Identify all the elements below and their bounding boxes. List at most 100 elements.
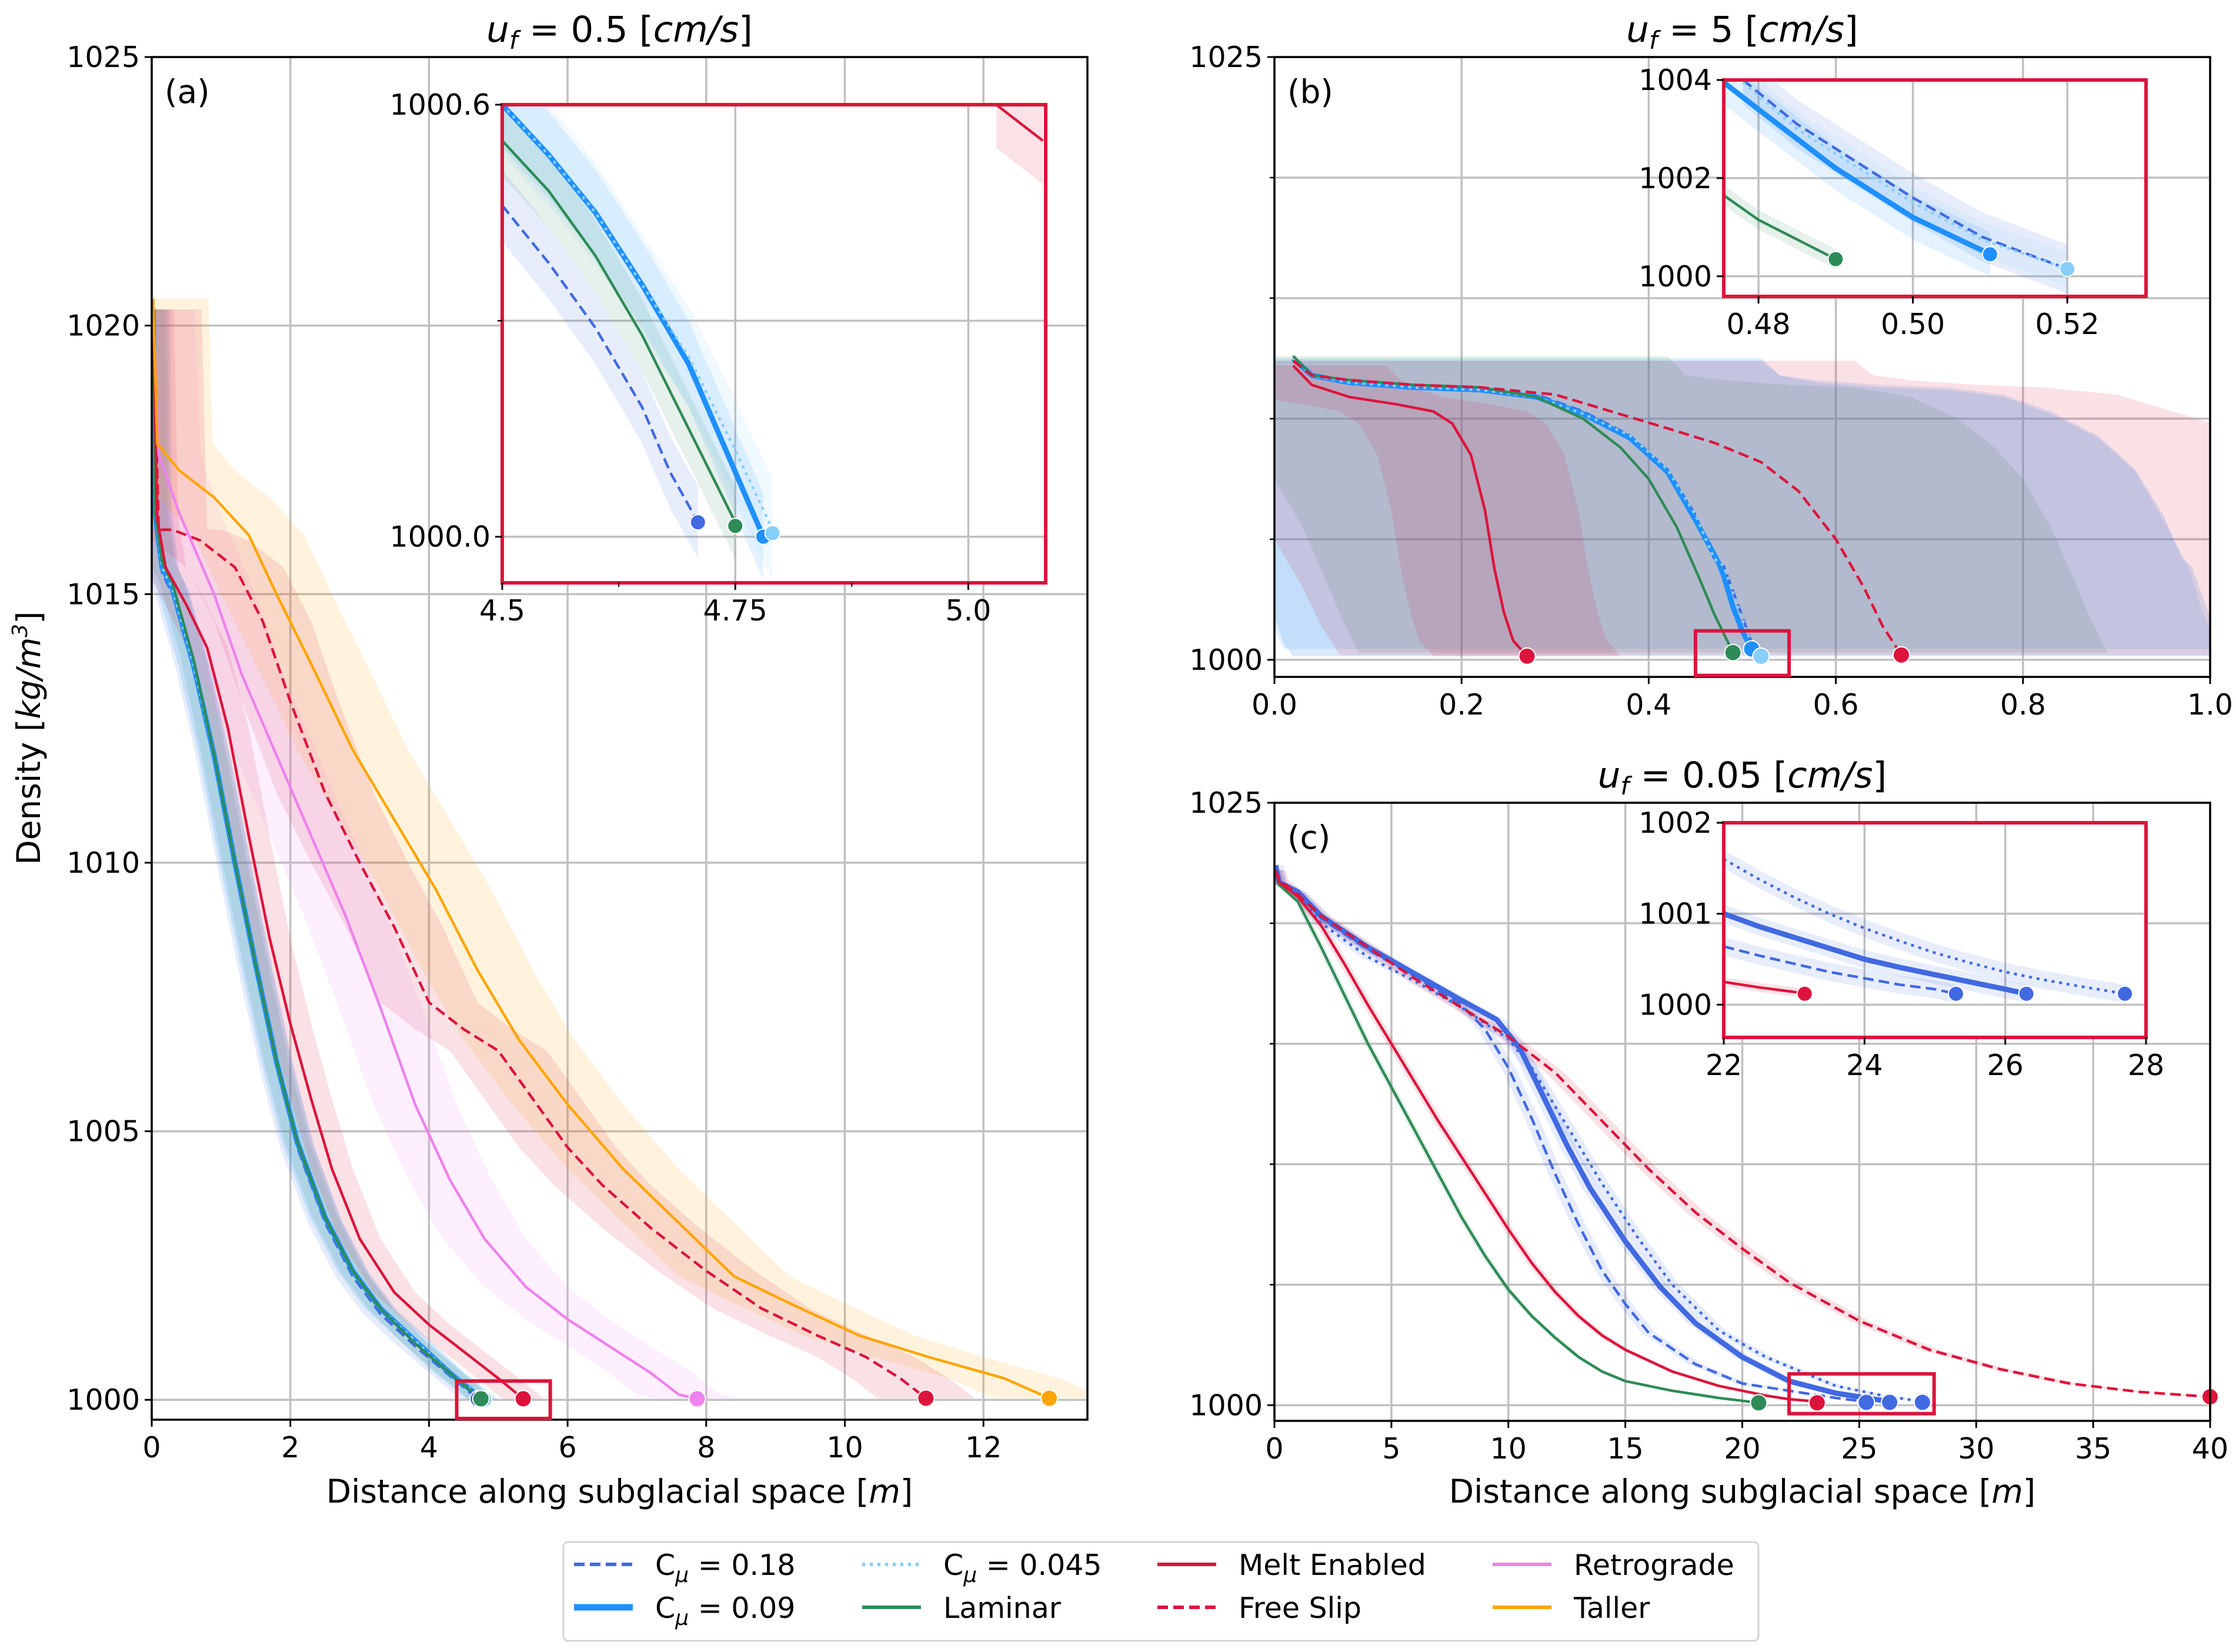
endpoint-marker-laminar bbox=[1827, 251, 1844, 268]
line-laminar bbox=[1724, 194, 1837, 261]
line-c-mu-0-18 bbox=[1274, 870, 1867, 1403]
plot-area bbox=[1724, 80, 2068, 271]
panel-b: 0.0 0.2 0.4 0.6 0.8 1.0 1000 1025 (b) uf = 5 [cm/… bbox=[1189, 9, 2233, 722]
plot-area bbox=[1274, 355, 2210, 658]
band-c-mu-0-09 bbox=[1274, 358, 2210, 649]
line-laminar bbox=[1274, 870, 1759, 1404]
inset-band-c-mu-0-045 bbox=[1724, 850, 2125, 1003]
band-laminar bbox=[152, 309, 494, 1400]
line-c-mu-0-09 bbox=[1724, 80, 1991, 257]
line-retrograde bbox=[152, 309, 698, 1400]
endpoint-marker-melt-enabled bbox=[1518, 647, 1536, 665]
x-tick-label: 10 bbox=[826, 1431, 863, 1464]
legend-frame bbox=[562, 1541, 1760, 1642]
endpoint-marker-c-mu-0-18 bbox=[689, 514, 706, 531]
inset-band-laminar bbox=[1724, 185, 1836, 269]
y-tick-label: 1025 bbox=[1189, 786, 1263, 820]
endpoint-marker-taller bbox=[1040, 1389, 1059, 1407]
y-tick-label: 1000 bbox=[66, 1383, 140, 1417]
zoom-region-box bbox=[455, 1379, 552, 1421]
y-tick-label: 1025 bbox=[66, 41, 140, 74]
line-melt-enabled bbox=[1292, 365, 1529, 658]
x-tick-label: 12 bbox=[965, 1431, 1002, 1464]
band-free-slip bbox=[152, 309, 975, 1399]
endpoint-marker-c-mu-0-045 bbox=[2059, 261, 2076, 278]
title-var: u bbox=[1598, 755, 1621, 796]
endpoint-marker-c-mu-0-045 bbox=[1913, 1393, 1931, 1411]
legend-label: Cμ = 0.045 bbox=[943, 1548, 1102, 1587]
x-tick-label: 22 bbox=[1706, 1049, 1742, 1082]
legend-item-c-0-18: Cμ = 0.18 bbox=[574, 1548, 795, 1587]
title-close: ] bbox=[1873, 755, 1887, 796]
x-tick-label: 0 bbox=[1265, 1432, 1283, 1466]
inset-band-c-mu-0-09 bbox=[502, 105, 763, 580]
y-tick-label: 1010 bbox=[66, 846, 140, 880]
x-tick-label: 25 bbox=[1841, 1432, 1877, 1466]
x-label-unit: m bbox=[869, 1473, 900, 1510]
legend-label-main: C bbox=[655, 1591, 675, 1625]
panel-title: uf = 0.05 [cm/s] bbox=[1598, 755, 1887, 800]
inset-b: 0.48 0.50 0.52 1000 1002 1004 bbox=[1638, 64, 2148, 341]
x-tick-label: 35 bbox=[2075, 1432, 2111, 1466]
inset-band-c-mu-0-045 bbox=[1743, 80, 2068, 286]
grid bbox=[151, 56, 1087, 1420]
line-c-mu-0-09 bbox=[1724, 911, 2027, 997]
x-tick-label: 40 bbox=[2192, 1432, 2228, 1466]
y-tick-label: 1000.6 bbox=[390, 88, 490, 122]
line-melt-enabled bbox=[995, 105, 1044, 142]
inset-frame bbox=[500, 103, 1047, 585]
x-tick-label: 6 bbox=[559, 1431, 577, 1464]
legend-item-c-0-045: Cμ = 0.045 bbox=[862, 1548, 1102, 1587]
legend-label-main: Retrograde bbox=[1574, 1548, 1734, 1582]
legend-item-c-0-09: Cμ = 0.09 bbox=[574, 1591, 795, 1630]
legend-item-taller: Taller bbox=[1493, 1591, 1650, 1625]
legend-label-main: C bbox=[655, 1548, 675, 1582]
line-c-mu-0-045 bbox=[1742, 81, 2068, 271]
inset-a: 4.5 4.75 5.0 1000.0 1000.6 bbox=[390, 88, 1047, 628]
endpoint-marker-c-mu-0-09 bbox=[1981, 246, 1998, 263]
legend-label-main: Melt Enabled bbox=[1239, 1548, 1426, 1582]
band-free-slip bbox=[1274, 361, 2210, 655]
legend-label-sub: μ bbox=[963, 1563, 977, 1587]
endpoint-marker-free-slip bbox=[917, 1389, 935, 1407]
endpoint-marker-c-mu-0-045 bbox=[764, 525, 781, 542]
x-label-text: Distance along subglacial space [ bbox=[326, 1473, 869, 1510]
title-close: ] bbox=[1844, 9, 1858, 51]
x-tick-label: 0.50 bbox=[1881, 308, 1945, 341]
inset-bands bbox=[502, 105, 1043, 580]
title-close: ] bbox=[739, 9, 753, 51]
x-tick-label: 0.8 bbox=[2000, 688, 2046, 722]
x-tick-label: 28 bbox=[2128, 1049, 2164, 1082]
line-melt-enabled bbox=[1274, 870, 1817, 1403]
legend-label: Melt Enabled bbox=[1239, 1548, 1426, 1582]
panel-label: (b) bbox=[1287, 73, 1333, 111]
line-free-slip bbox=[1292, 359, 1903, 656]
zoom-region-box bbox=[1787, 1372, 1936, 1416]
x-tick-label: 0.4 bbox=[1626, 688, 1671, 722]
endpoint-marker-melt-enabled bbox=[1808, 1394, 1826, 1412]
y-tick-label: 1002 bbox=[1638, 806, 1712, 840]
y-tick-label: 1000 bbox=[1638, 988, 1712, 1022]
x-tick-label: 24 bbox=[1846, 1049, 1883, 1082]
band-laminar bbox=[1274, 356, 2107, 653]
line-taller bbox=[152, 298, 1050, 1400]
line-c-mu-0-045 bbox=[152, 309, 485, 1401]
y-tick-label: 1002 bbox=[1638, 162, 1712, 195]
y-tick-label: 1020 bbox=[66, 309, 140, 343]
endpoint-marker-c-mu-0-18 bbox=[1947, 985, 1964, 1002]
panel-label: (a) bbox=[165, 73, 210, 111]
x-axis-label-a: Distance along subglacial space [m] bbox=[326, 1473, 913, 1510]
legend-item-laminar: Laminar bbox=[862, 1591, 1062, 1625]
endpoint-marker-laminar bbox=[472, 1390, 490, 1408]
band-melt-enabled bbox=[152, 309, 545, 1399]
line-c-mu-0-09 bbox=[502, 105, 766, 538]
band-taller bbox=[152, 298, 1087, 1399]
legend-label-rest: = 0.09 bbox=[689, 1591, 795, 1625]
inset-band-c-mu-0-18 bbox=[502, 169, 698, 559]
axes-frame bbox=[151, 56, 1089, 1421]
plot-area bbox=[152, 298, 1087, 1402]
panel-c: 0 5 10 15 20 25 30 35 40 1000 1025 (c) uf = 0.05 [cm… bbox=[1189, 755, 2228, 1466]
panel-title: uf = 0.5 [cm/s] bbox=[486, 9, 753, 55]
